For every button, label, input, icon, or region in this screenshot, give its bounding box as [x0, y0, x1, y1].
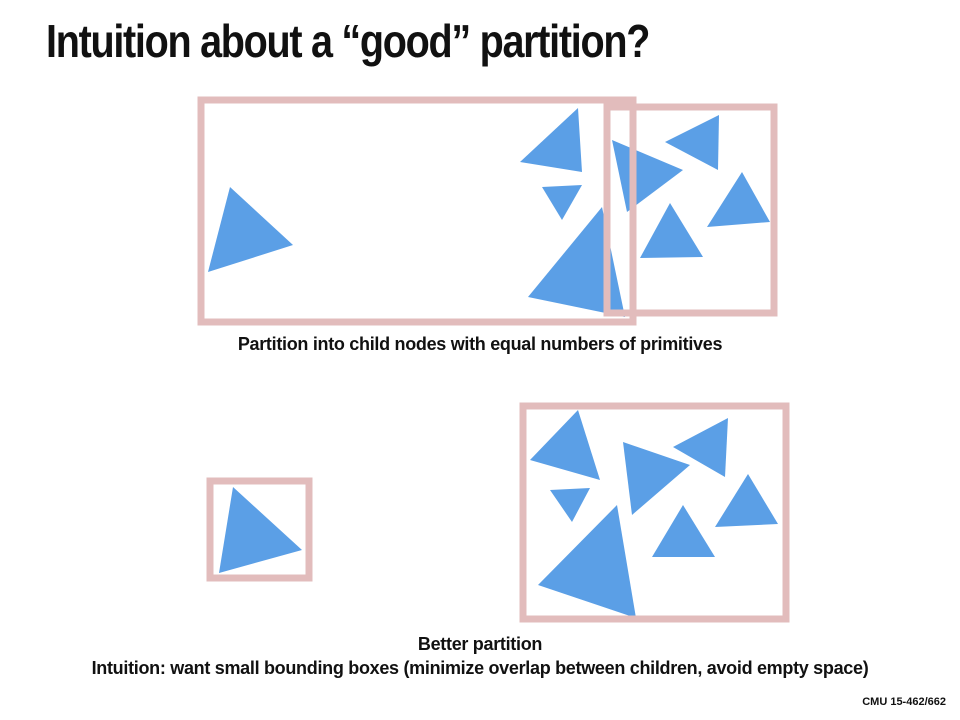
triangle: [707, 172, 770, 227]
left-child-bounding-box: [197, 96, 637, 326]
triangle: [208, 187, 293, 272]
course-footer: CMU 15-462/662: [862, 696, 946, 708]
better-partition: [206, 402, 790, 623]
triangle: [530, 410, 600, 480]
triangle: [715, 474, 778, 527]
right-child-bounding-box: [603, 103, 778, 317]
bottom-caption-text: Intuition: want small bounding boxes (mi…: [91, 658, 869, 678]
triangle: [528, 207, 625, 317]
triangle: [538, 505, 636, 618]
top-caption: Partition into child nodes with equal nu…: [237, 334, 723, 354]
triangle: [520, 108, 582, 172]
triangle: [640, 203, 703, 258]
equal-count-partition: [197, 96, 778, 326]
triangle: [623, 442, 690, 515]
bottom-caption-heading: Better partition: [417, 634, 543, 654]
triangle: [673, 418, 728, 477]
small-child-bounding-box: [206, 477, 313, 582]
triangle: [542, 185, 582, 220]
triangle: [612, 140, 683, 212]
left-child-primitives: [208, 108, 625, 317]
slide-title: Intuition about a “good” partition?: [46, 15, 650, 67]
triangle: [550, 488, 590, 522]
large-child-bounding-box: [519, 402, 790, 623]
triangle: [665, 115, 719, 170]
triangle: [219, 487, 302, 573]
triangle: [652, 505, 715, 557]
